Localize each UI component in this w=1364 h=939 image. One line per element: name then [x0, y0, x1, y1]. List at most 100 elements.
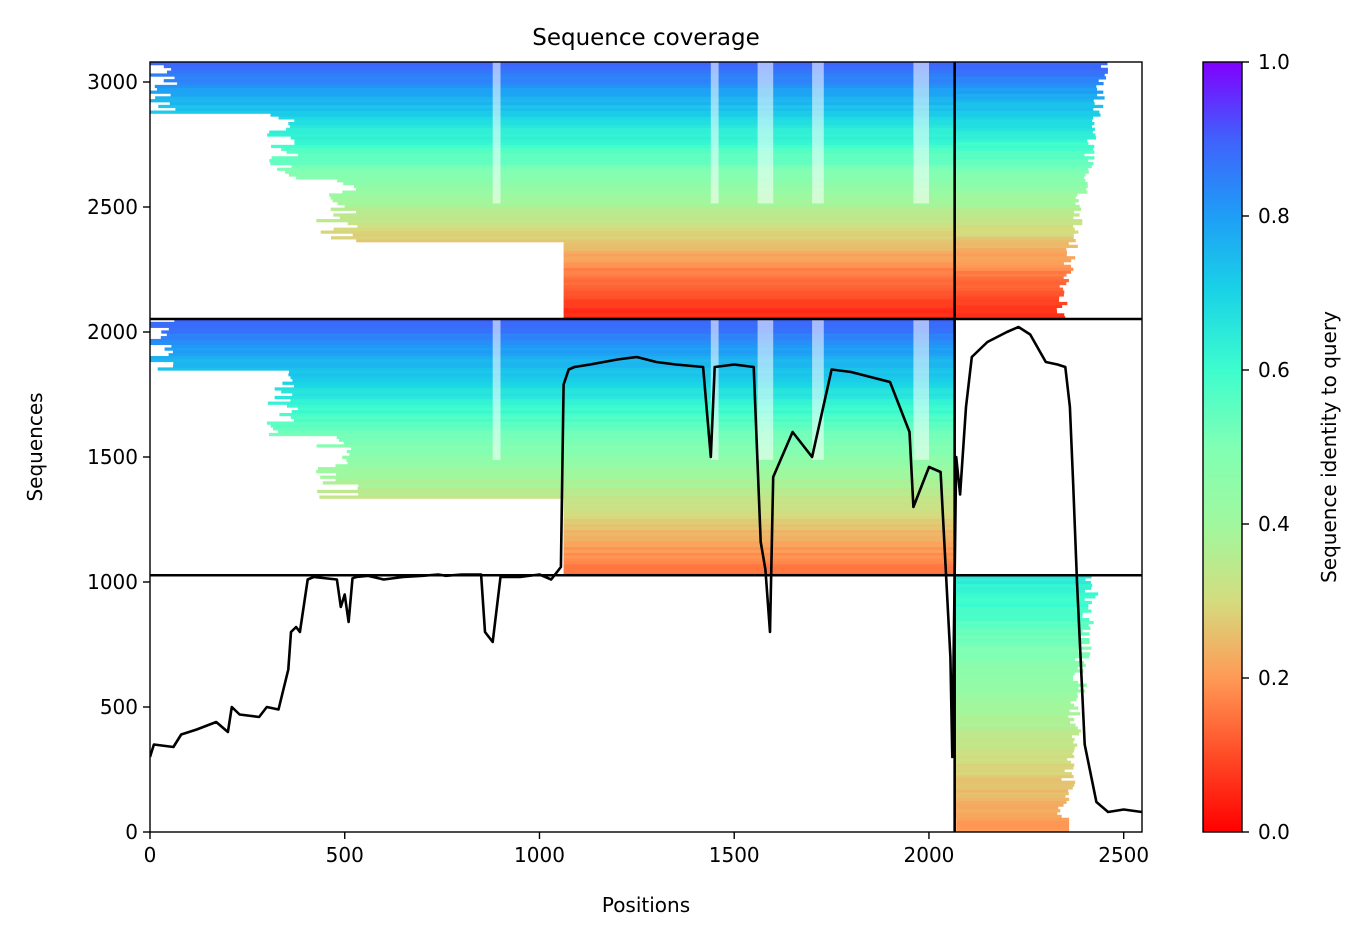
msa-row [954, 73, 1105, 77]
msa-row [343, 441, 955, 445]
msa-row [357, 486, 955, 491]
msa-row [342, 455, 955, 459]
y-tick-label: 2000 [87, 320, 138, 344]
msa-row [954, 612, 1083, 616]
colorbar-tick-label: 0.8 [1258, 204, 1290, 228]
msa-row [954, 595, 1096, 599]
msa-gap [913, 62, 929, 204]
msa-row [954, 603, 1089, 608]
msa-row [954, 204, 1080, 209]
msa-row [954, 626, 1091, 630]
msa-row [954, 173, 1086, 177]
y-tick-label: 1000 [87, 570, 138, 594]
msa-row [954, 797, 1070, 802]
msa-row [154, 84, 955, 89]
msa-row [954, 686, 1079, 690]
msa-row [954, 635, 1080, 639]
chart-title: Sequence coverage [532, 25, 760, 51]
msa-row [954, 153, 1085, 157]
msa-row [954, 213, 1080, 217]
msa-row [563, 538, 955, 542]
msa-row [339, 438, 955, 442]
msa-row [954, 104, 1104, 109]
msa-row [290, 375, 955, 380]
msa-row [954, 752, 1073, 756]
msa-row [563, 276, 955, 280]
msa-row [954, 121, 1095, 126]
msa-row [954, 760, 1072, 764]
msa-row [954, 792, 1069, 796]
msa-row [158, 104, 955, 109]
msa-row [956, 826, 1070, 830]
msa-row [954, 800, 1067, 804]
x-tick-label: 2500 [1098, 843, 1149, 867]
msa-row [330, 207, 955, 211]
msa-row [563, 273, 955, 277]
msa-row [352, 233, 955, 237]
msa-row [267, 133, 955, 137]
msa-gap [492, 319, 501, 460]
msa-row [954, 609, 1092, 613]
msa-row [954, 184, 1088, 189]
x-tick-label: 500 [326, 843, 364, 867]
msa-row [278, 116, 955, 120]
colorbar-tick-label: 0.4 [1258, 512, 1290, 536]
msa-row [954, 703, 1074, 707]
msa-gap [757, 319, 774, 460]
msa-row [157, 87, 955, 91]
msa-row [954, 67, 1108, 71]
msa-row [292, 393, 955, 397]
msa-row [563, 261, 955, 266]
msa-row [150, 356, 955, 360]
msa-row [954, 592, 1099, 596]
msa-row [175, 107, 955, 111]
msa-row [563, 287, 955, 291]
msa-row [954, 264, 1071, 268]
msa-row [954, 620, 1094, 625]
msa-row [954, 130, 1093, 134]
msa-row [268, 432, 955, 437]
msa-row [954, 99, 1094, 103]
msa-row [954, 803, 1064, 807]
msa-row [171, 67, 955, 71]
msa-row [316, 444, 955, 448]
msa-row [563, 247, 955, 251]
msa-row [954, 127, 1095, 131]
x-axis-label: Positions [602, 893, 690, 917]
msa-row [316, 219, 955, 223]
msa-row [954, 239, 1076, 243]
msa-row [954, 110, 1100, 114]
msa-row [563, 310, 955, 314]
msa-block-top-right [954, 62, 1108, 320]
msa-row [563, 566, 955, 570]
msa-row [954, 270, 1072, 274]
msa-row [954, 199, 1079, 203]
msa-gap [492, 62, 501, 204]
msa-row [954, 190, 1088, 194]
msa-row [954, 586, 1092, 590]
msa-row [954, 735, 1072, 739]
msa-row [292, 378, 955, 383]
msa-row [954, 786, 1073, 790]
msa-row [331, 236, 955, 240]
msa-row [277, 430, 955, 434]
y-axis-label: Sequences [23, 392, 47, 501]
msa-row [954, 101, 1095, 106]
msa-row [563, 264, 955, 268]
msa-row [563, 552, 955, 556]
msa-row [168, 353, 955, 357]
msa-row [347, 221, 955, 226]
msa-row [954, 757, 1068, 762]
msa-row [954, 139, 1088, 143]
msa-row [954, 64, 1101, 69]
msa-row [954, 723, 1076, 727]
msa-row [954, 689, 1085, 693]
msa-row [954, 244, 1078, 249]
msa-row [954, 697, 1077, 702]
msa-row [954, 780, 1076, 784]
msa-row [288, 121, 955, 126]
msa-row [563, 296, 955, 300]
msa-row [954, 669, 1084, 673]
msa-row [954, 578, 1086, 582]
msa-row [954, 740, 1074, 744]
